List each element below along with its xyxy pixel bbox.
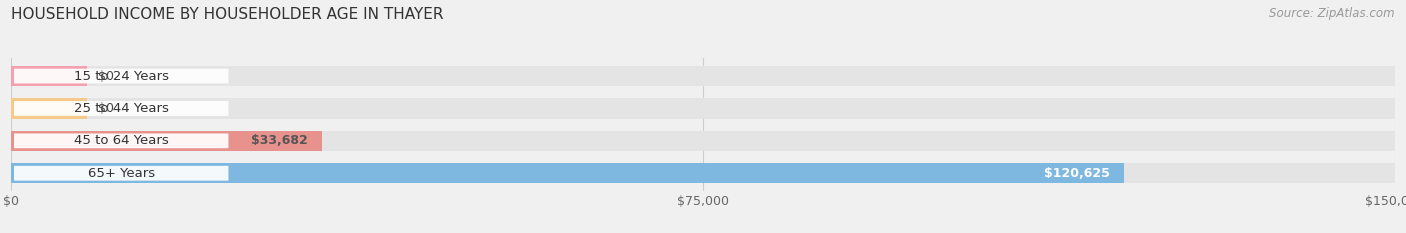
Text: 45 to 64 Years: 45 to 64 Years	[75, 134, 169, 147]
Bar	[11, 131, 322, 151]
Text: HOUSEHOLD INCOME BY HOUSEHOLDER AGE IN THAYER: HOUSEHOLD INCOME BY HOUSEHOLDER AGE IN T…	[11, 7, 444, 22]
Bar	[11, 163, 1123, 183]
Bar	[11, 98, 1395, 119]
FancyBboxPatch shape	[14, 69, 228, 83]
FancyBboxPatch shape	[14, 134, 228, 148]
Bar	[11, 98, 87, 119]
Bar	[11, 131, 1395, 151]
Text: Source: ZipAtlas.com: Source: ZipAtlas.com	[1270, 7, 1395, 20]
Bar	[11, 163, 1395, 183]
Text: $33,682: $33,682	[252, 134, 308, 147]
FancyBboxPatch shape	[14, 101, 228, 116]
Text: 15 to 24 Years: 15 to 24 Years	[73, 70, 169, 82]
Text: $0: $0	[98, 70, 114, 82]
Bar	[11, 66, 1395, 86]
Text: 65+ Years: 65+ Years	[87, 167, 155, 180]
Bar	[11, 66, 87, 86]
FancyBboxPatch shape	[14, 166, 228, 181]
Text: 25 to 44 Years: 25 to 44 Years	[73, 102, 169, 115]
Text: $120,625: $120,625	[1045, 167, 1109, 180]
Text: $0: $0	[98, 102, 114, 115]
